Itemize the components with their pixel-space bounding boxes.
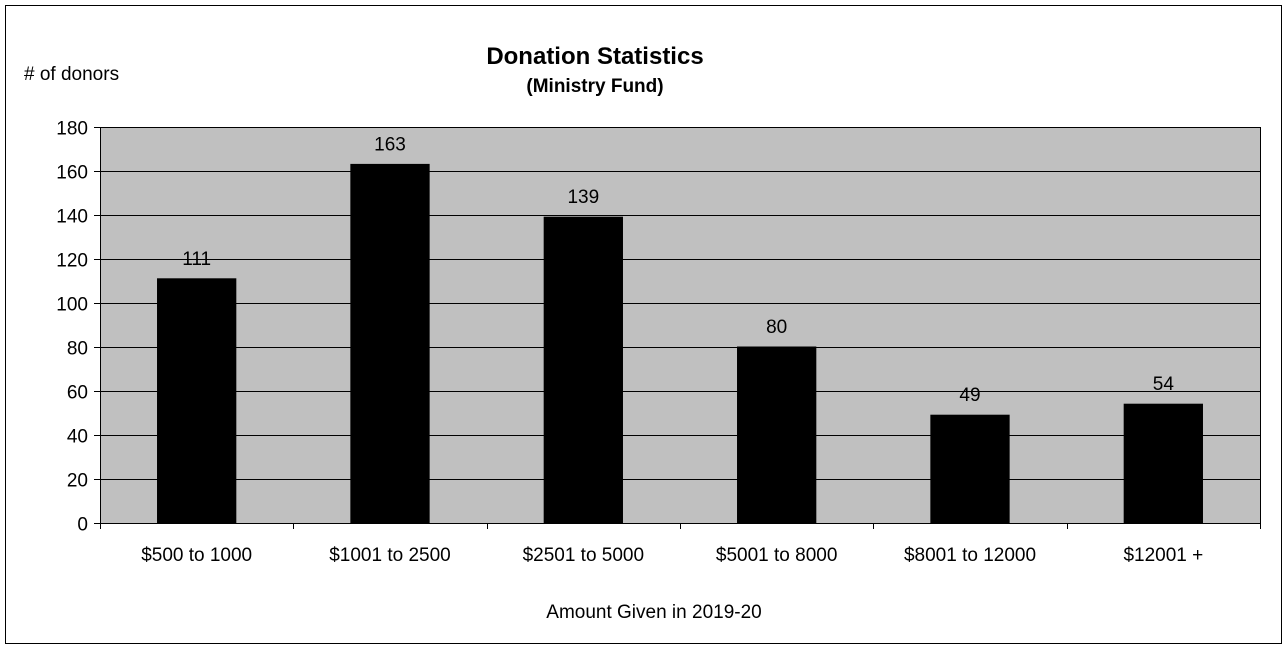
bar <box>543 216 623 524</box>
x-tick-label: $2501 to 5000 <box>523 545 645 566</box>
y-tick-label: 100 <box>56 295 88 316</box>
x-tick-label: $5001 to 8000 <box>716 545 838 566</box>
x-tick-label: $8001 to 12000 <box>904 545 1036 566</box>
x-tick-label: $1001 to 2500 <box>329 545 451 566</box>
data-label: 80 <box>766 317 787 338</box>
bar <box>350 163 430 524</box>
chart-subtitle: (Ministry Fund) <box>526 76 663 97</box>
x-tick-label: $12001 + <box>1123 545 1203 566</box>
y-axis-title: # of donors <box>24 64 119 85</box>
y-tick-label: 120 <box>56 251 88 272</box>
y-tick-label: 60 <box>67 383 88 404</box>
y-tick-label: 20 <box>67 471 88 492</box>
data-labels: 111 163 139 80 49 54 <box>182 134 1174 406</box>
y-tick-label: 0 <box>77 515 88 536</box>
y-tick-label: 140 <box>56 207 88 228</box>
y-tick-label: 40 <box>67 427 88 448</box>
axes <box>94 127 1261 529</box>
x-tick-labels: $500 to 1000 $1001 to 2500 $2501 to 5000 $5… <box>141 545 1203 566</box>
y-tick-label: 80 <box>67 339 88 360</box>
plot-area <box>100 127 1260 523</box>
y-tick-label: 160 <box>56 163 88 184</box>
data-label: 54 <box>1153 374 1175 395</box>
x-axis-title: Amount Given in 2019-20 <box>546 602 761 623</box>
data-label: 111 <box>182 249 211 270</box>
data-label: 139 <box>567 187 599 208</box>
bar <box>1123 403 1203 524</box>
data-label: 163 <box>374 134 406 155</box>
bars <box>157 163 1203 524</box>
bar <box>930 414 1010 524</box>
y-tick-label: 180 <box>56 119 88 140</box>
chart-title: Donation Statistics <box>486 43 703 70</box>
x-tick-label: $500 to 1000 <box>141 545 252 566</box>
bar <box>157 278 237 524</box>
data-label: 49 <box>959 385 980 406</box>
y-tick-labels: 0 20 40 60 80 100 120 140 160 180 <box>56 119 88 536</box>
bar <box>737 346 817 524</box>
